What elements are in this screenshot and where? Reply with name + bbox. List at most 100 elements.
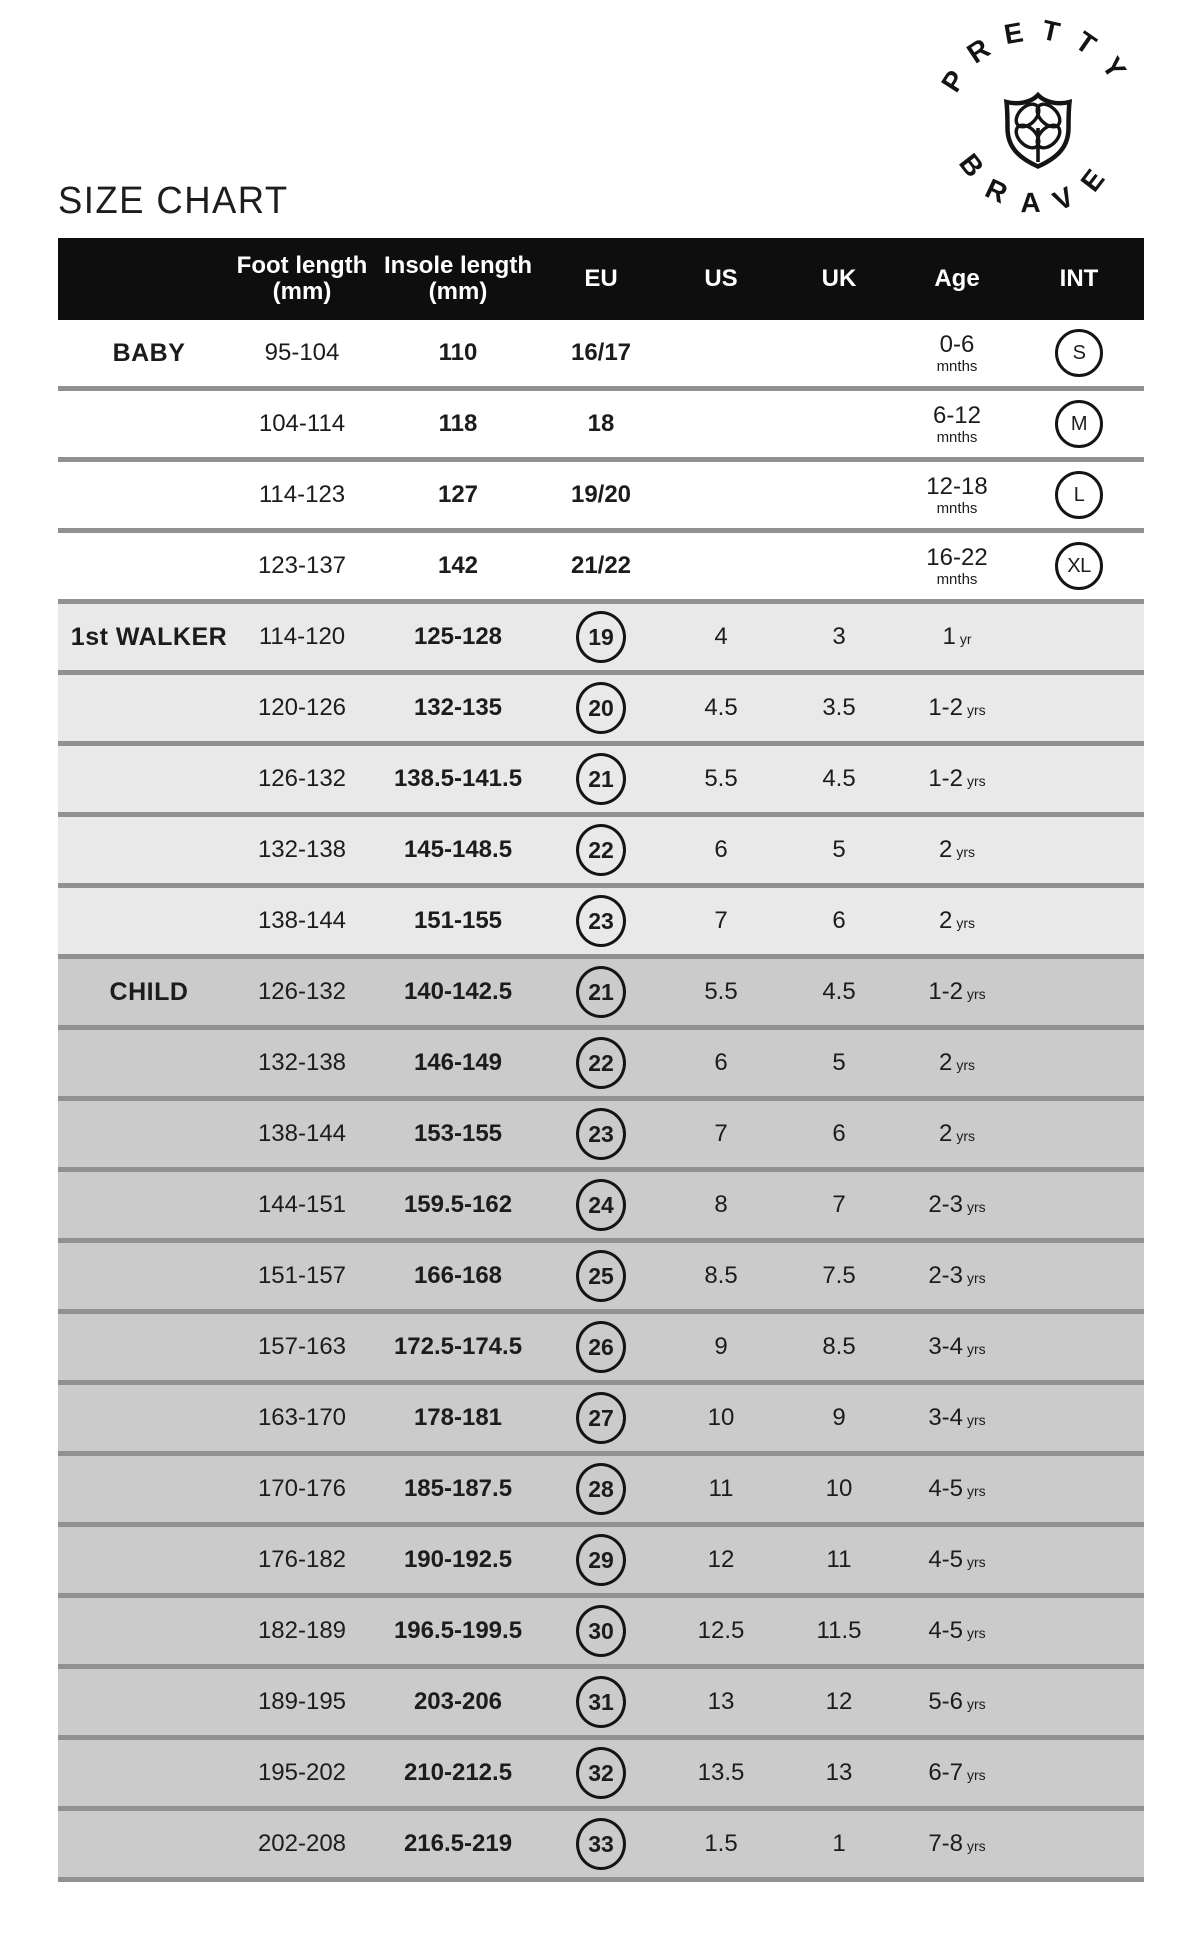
header-cell-age: Age — [934, 265, 980, 292]
eu-size-cell: 20 — [538, 682, 664, 734]
foot-length-cell: 114-123 — [258, 481, 346, 508]
age-unit: yrs — [967, 1838, 986, 1854]
age-unit: yrs — [967, 986, 986, 1002]
header-cell-int: INT — [1059, 265, 1099, 292]
age-value: 7-8 yrs — [928, 1830, 985, 1858]
page-title: SIZE CHART — [58, 180, 289, 222]
table-row: 202-208 216.5-219 33 1.5 1 7-8 yrs — [58, 1811, 1144, 1882]
age-cell: 7-8 yrs — [900, 1830, 1014, 1858]
foot-length-cell: 126-132 — [257, 765, 347, 792]
age-value: 6-7 yrs — [928, 1759, 985, 1787]
age-value: 2-3 yrs — [928, 1191, 985, 1219]
us-size-cell: 9 — [714, 1333, 728, 1360]
age-cell: 1-2 yrs — [900, 694, 1014, 722]
uk-size-cell: 5 — [832, 836, 846, 863]
foot-length-cell: 123-137 — [257, 552, 347, 579]
age-number: 7-8 — [928, 1830, 963, 1857]
int-size-badge: M — [1055, 400, 1103, 448]
age-number: 4-5 — [928, 1546, 963, 1573]
table-row: 138-144 151-155 23 7 6 2 yrs — [58, 888, 1144, 959]
us-size-cell: 7 — [714, 1120, 728, 1147]
uk-size-cell: 13 — [825, 1759, 853, 1786]
age-number: 2-3 — [928, 1191, 963, 1218]
foot-length-cell: 176-182 — [257, 1546, 347, 1573]
age-value: 5-6 yrs — [928, 1688, 985, 1716]
age-cell: 1 yr — [900, 623, 1014, 651]
eu-size-circle: 29 — [576, 1534, 626, 1586]
age-number: 2 — [938, 836, 953, 863]
age-unit: yrs — [967, 1696, 986, 1712]
age-unit: yrs — [967, 773, 986, 789]
us-size-cell: 6 — [714, 836, 728, 863]
age-unit: yrs — [967, 1554, 986, 1570]
age-number: 2-3 — [928, 1262, 963, 1289]
us-size-cell: 8.5 — [704, 1262, 738, 1289]
uk-size-cell: 8.5 — [822, 1333, 856, 1360]
age-value: 6-12 mnths — [933, 403, 981, 446]
insole-length-cell: 178-181 — [413, 1404, 503, 1431]
age-unit: mnths — [936, 570, 978, 588]
eu-size-circle: 31 — [576, 1676, 626, 1728]
age-unit: mnths — [936, 357, 978, 375]
table-row: BABY 95-104 110 16/17 0-6 mnths S — [58, 320, 1144, 391]
age-number: 1-2 — [928, 978, 963, 1005]
age-value: 3-4 yrs — [928, 1404, 985, 1432]
age-number: 4-5 — [928, 1617, 963, 1644]
uk-size-cell: 10 — [825, 1475, 853, 1502]
age-number: 4-5 — [928, 1475, 963, 1502]
age-cell: 2 yrs — [900, 836, 1014, 864]
table-row: 1st WALKER 114-120 125-128 19 4 3 1 yr — [58, 604, 1144, 675]
age-value: 3-4 yrs — [928, 1333, 985, 1361]
eu-size-circle: 33 — [576, 1818, 626, 1870]
foot-length-cell: 144-151 — [257, 1191, 347, 1218]
age-cell: 4-5 yrs — [900, 1475, 1014, 1503]
age-cell: 2 yrs — [900, 1049, 1014, 1077]
uk-size-cell: 7 — [832, 1191, 846, 1218]
section-label-cell: 1st WALKER — [58, 622, 228, 652]
age-value: 1-2 yrs — [928, 765, 985, 793]
age-number: 12-18 — [926, 472, 988, 500]
us-size-cell: 6 — [714, 1049, 728, 1076]
eu-size-cell: 22 — [538, 1037, 664, 1089]
uk-size-cell: 12 — [825, 1688, 853, 1715]
age-value: 1 yr — [942, 623, 971, 651]
age-number: 6-7 — [928, 1759, 963, 1786]
eu-size-circle: 19 — [576, 611, 626, 663]
age-cell: 1-2 yrs — [900, 765, 1014, 793]
age-number: 6-12 — [932, 401, 982, 429]
age-number: 1 — [942, 623, 956, 650]
eu-size-cell: 27 — [538, 1392, 664, 1444]
int-size-badge: S — [1055, 329, 1103, 377]
uk-size-cell: 7.5 — [822, 1262, 856, 1289]
eu-size-circle: 20 — [576, 682, 626, 734]
section-label-cell: CHILD — [58, 978, 226, 1007]
uk-size-cell: 4.5 — [822, 978, 856, 1005]
age-cell: 6-12 mnths — [900, 403, 1014, 446]
age-value: 16-22 mnths — [926, 545, 987, 588]
us-size-cell: 1.5 — [704, 1830, 738, 1857]
age-value: 1-2 yrs — [928, 978, 985, 1006]
us-size-cell: 5.5 — [704, 978, 738, 1005]
table-row: 144-151 159.5-162 24 8 7 2-3 yrs — [58, 1172, 1144, 1243]
eu-size-cell: 19/20 — [538, 481, 664, 509]
section-label: 1st WALKER — [70, 622, 228, 651]
uk-size-cell: 3.5 — [822, 694, 856, 721]
header-cell-foot-length: Foot length (mm) — [226, 253, 378, 305]
eu-size-cell: 23 — [538, 1108, 664, 1160]
insole-length-cell: 196.5-199.5 — [393, 1617, 523, 1644]
uk-size-cell: 6 — [832, 1120, 846, 1147]
insole-length-cell: 203-206 — [413, 1688, 503, 1715]
table-body: BABY 95-104 110 16/17 0-6 mnths S 104-114 118 18 6… — [58, 320, 1144, 1882]
table-row: 132-138 146-149 22 6 5 2 yrs — [58, 1030, 1144, 1101]
age-number: 2 — [938, 1120, 953, 1147]
foot-length-cell: 126-132 — [257, 978, 347, 1005]
age-value: 0-6 mnths — [937, 332, 978, 375]
insole-length-cell: 216.5-219 — [403, 1830, 513, 1857]
age-cell: 2-3 yrs — [900, 1262, 1014, 1290]
insole-length-cell: 140-142.5 — [403, 978, 513, 1005]
age-unit: yrs — [967, 1767, 986, 1783]
uk-size-cell: 6 — [832, 907, 846, 934]
eu-size-circle: 23 — [576, 1108, 626, 1160]
uk-size-cell: 4.5 — [822, 765, 856, 792]
age-unit: yr — [959, 631, 972, 647]
